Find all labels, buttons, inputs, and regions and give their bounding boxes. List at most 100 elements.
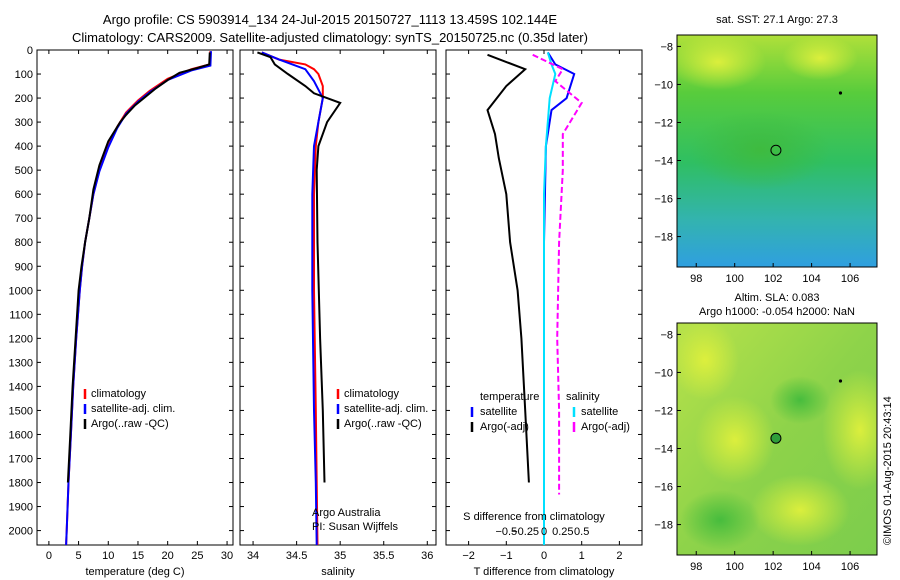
legend-label: satellite-adj. clim. bbox=[344, 403, 428, 415]
x-tick-label: 98 bbox=[690, 561, 702, 573]
x-tick-label: 104 bbox=[802, 561, 820, 573]
legend-label: satellite bbox=[581, 406, 618, 418]
y-tick-label: 1500 bbox=[9, 405, 33, 417]
sst-map-title: sat. SST: 27.1 Argo: 27.3 bbox=[716, 14, 838, 26]
y-tick-label: 200 bbox=[15, 93, 33, 105]
sla-map-title-2: Argo h1000: -0.054 h2000: NaN bbox=[699, 306, 855, 318]
x-tick-label: 35 bbox=[334, 550, 346, 562]
y-tick-label: 800 bbox=[15, 237, 33, 249]
map-blob bbox=[695, 396, 775, 484]
y-tick-label: 1100 bbox=[9, 309, 33, 321]
y-tick-label: −12 bbox=[654, 405, 673, 417]
legend-label: climatology bbox=[344, 388, 400, 400]
map-blob bbox=[680, 490, 760, 550]
y-tick-label: 0 bbox=[27, 45, 33, 57]
imos-credit: ©IMOS 01-Aug-2015 20:43:14 bbox=[882, 396, 894, 545]
map-blob bbox=[782, 36, 858, 80]
x-tick-label: 20 bbox=[162, 550, 174, 562]
y-tick-label: 1300 bbox=[9, 357, 33, 369]
x-tick-label: −1 bbox=[500, 550, 513, 562]
y-tick-label: 1000 bbox=[9, 285, 33, 297]
y-tick-label: 2000 bbox=[9, 526, 33, 538]
x-tick-label: 10 bbox=[102, 550, 114, 562]
series-line-argo-raw-qc- bbox=[257, 51, 342, 483]
x-tick-label: 2 bbox=[616, 550, 622, 562]
sst-map-panel: 98 100 102 104 106 −8 −10 −12 −14 −16 −18 bbox=[654, 34, 878, 285]
legend-label: Argo(..raw -QC) bbox=[344, 418, 422, 430]
x-tick-label: 104 bbox=[802, 273, 820, 285]
y-tick-label: 1900 bbox=[9, 502, 33, 514]
x-axis-label: T difference from climatology bbox=[474, 566, 615, 578]
x-tick-label: 102 bbox=[764, 273, 782, 285]
x-tick-label: 106 bbox=[841, 273, 859, 285]
x-tick-label: 102 bbox=[764, 561, 782, 573]
y-tick-label: 1800 bbox=[9, 478, 33, 490]
y-tick-label: 300 bbox=[15, 117, 33, 129]
map-blob bbox=[690, 110, 830, 190]
legend-label: satellite bbox=[480, 406, 517, 418]
series-line-s-argo-adj- bbox=[532, 53, 584, 495]
x-axis-label: temperature (deg C) bbox=[85, 566, 184, 578]
map-frame bbox=[676, 322, 878, 556]
y-tick-label: 1200 bbox=[9, 333, 33, 345]
secondary-tick-label: 0.5 bbox=[574, 526, 589, 538]
map-blob bbox=[770, 376, 830, 424]
series-line-argo-raw-qc- bbox=[66, 52, 211, 483]
y-tick-label: 1600 bbox=[9, 429, 33, 441]
y-tick-label: 500 bbox=[15, 165, 33, 177]
legend-label: satellite-adj. clim. bbox=[91, 403, 175, 415]
y-tick-label: 1700 bbox=[9, 453, 33, 465]
y-tick-label: −14 bbox=[654, 156, 673, 168]
y-tick-label: 1400 bbox=[9, 381, 33, 393]
y-tick-label: 700 bbox=[15, 213, 33, 225]
secondary-tick-label: −0.5 bbox=[495, 526, 517, 538]
map-blob bbox=[750, 474, 850, 546]
secondary-tick-label: 0 bbox=[541, 526, 547, 538]
header-line-1: Argo profile: CS 5903914_134 24-Jul-2015… bbox=[102, 12, 558, 27]
y-tick-label: −12 bbox=[654, 117, 673, 129]
legend-label: Argo(-adj) bbox=[480, 421, 529, 433]
secondary-tick-label: −0.25 bbox=[511, 526, 539, 538]
map-blob bbox=[822, 370, 877, 490]
legend-label: Argo(-adj) bbox=[581, 421, 630, 433]
y-tick-label: 100 bbox=[15, 69, 33, 81]
y-tick-label: −18 bbox=[654, 232, 673, 244]
argo-position-marker bbox=[770, 144, 782, 156]
x-tick-label: 0 bbox=[541, 550, 547, 562]
series-line-t-argo-adj- bbox=[486, 53, 530, 483]
x-tick-label: 34 bbox=[247, 550, 259, 562]
legend-heading-salinity: salinity bbox=[566, 391, 600, 403]
map-blob bbox=[677, 35, 766, 90]
map-blob bbox=[677, 323, 739, 400]
y-tick-label: −10 bbox=[654, 367, 673, 379]
secondary-position-marker bbox=[838, 91, 843, 95]
x-tick-label: 36 bbox=[421, 550, 433, 562]
x-tick-label: 98 bbox=[690, 273, 702, 285]
sla-map-panel: 98 100 102 104 106 −8 −10 −12 −14 −16 −18 bbox=[654, 322, 878, 573]
x-tick-label: 15 bbox=[132, 550, 144, 562]
x-tick-label: 30 bbox=[221, 550, 233, 562]
y-tick-label: −8 bbox=[660, 41, 673, 53]
plot-frame bbox=[36, 49, 234, 546]
difference-panel: −2 −1 0 1 2T difference from climatology temp… bbox=[445, 49, 643, 578]
x-tick-label: 25 bbox=[191, 550, 203, 562]
y-tick-label: −8 bbox=[660, 329, 673, 341]
argo-position-marker bbox=[770, 432, 782, 444]
x-tick-label: 106 bbox=[841, 561, 859, 573]
x-tick-label: 1 bbox=[579, 550, 585, 562]
y-tick-label: 400 bbox=[15, 141, 33, 153]
series-line-satellite-adj-clim- bbox=[261, 51, 324, 546]
map-frame bbox=[676, 34, 878, 268]
temperature-panel: 0100200300400500600700800900100011001200… bbox=[9, 45, 234, 578]
x-tick-label: 0 bbox=[46, 550, 52, 562]
argo-australia-note: Argo Australia bbox=[312, 507, 381, 519]
sla-map-title-1: Altim. SLA: 0.083 bbox=[734, 292, 820, 304]
pi-note: PI: Susan Wijffels bbox=[312, 521, 398, 533]
secondary-tick-label: 0.25 bbox=[552, 526, 573, 538]
y-tick-label: −18 bbox=[654, 520, 673, 532]
x-tick-label: 34.5 bbox=[286, 550, 307, 562]
y-tick-label: −16 bbox=[654, 482, 673, 494]
salinity-panel: 34 34.5 35 35.5 36 salinity climatology satelli… bbox=[239, 49, 437, 578]
x-tick-label: 35.5 bbox=[373, 550, 394, 562]
y-tick-label: 900 bbox=[15, 261, 33, 273]
